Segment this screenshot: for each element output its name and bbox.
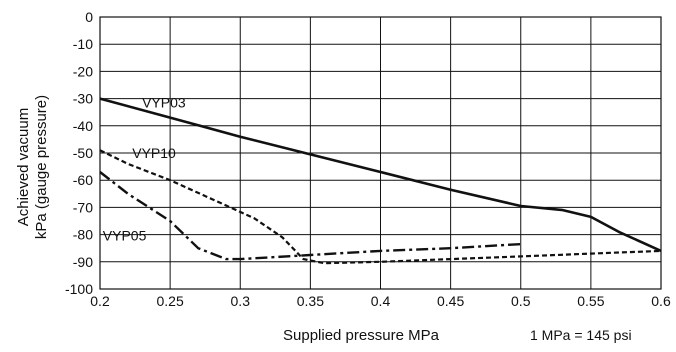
y-axis-label-line-2: kPa (gauge pressure)	[33, 95, 50, 239]
y-tick-label: -70	[73, 199, 93, 215]
y-tick-label: 0	[85, 9, 93, 25]
y-tick-label: -60	[73, 172, 93, 188]
series-line-vyp03	[99, 97, 662, 253]
series-label-vyp03: VYP03	[142, 95, 186, 111]
series-line-vyp10	[99, 149, 662, 265]
unit-conversion-note: 1 MPa = 145 psi	[530, 327, 632, 343]
y-tick-label: -90	[73, 254, 93, 270]
x-tick-label: 0.35	[297, 293, 324, 309]
y-tick-label: -40	[73, 118, 93, 134]
x-tick-label: 0.25	[157, 293, 184, 309]
y-tick-label: -50	[73, 145, 93, 161]
x-axis-label: Supplied pressure MPa	[283, 327, 440, 344]
plot-frame	[99, 16, 662, 290]
y-tick-label: -30	[73, 91, 93, 107]
y-tick-label: -20	[73, 63, 93, 79]
y-tick-label: -100	[65, 281, 93, 297]
x-tick-label: 0.5	[511, 293, 531, 309]
x-tick-label: 0.45	[437, 293, 464, 309]
grid	[99, 16, 662, 290]
series-lines	[99, 97, 662, 265]
y-tick-label: -10	[73, 36, 93, 52]
x-tick-label: 0.3	[231, 293, 251, 309]
series-line-vyp05	[99, 171, 521, 261]
series-label-vyp10: VYP10	[132, 145, 176, 161]
x-tick-label: 0.6	[651, 293, 671, 309]
y-axis-label-line-1: Achieved vacuum	[15, 108, 32, 226]
x-tick-label: 0.2	[90, 293, 110, 309]
series-label-vyp05: VYP05	[103, 228, 147, 244]
y-tick-label: -80	[73, 227, 93, 243]
x-tick-label: 0.55	[577, 293, 604, 309]
tick-labels: 0.2 0.25 0.3 0.35 0.4 0.45 0.5 0.55 0.6 0 -10 -20 -3…	[65, 9, 671, 309]
x-tick-label: 0.4	[371, 293, 391, 309]
